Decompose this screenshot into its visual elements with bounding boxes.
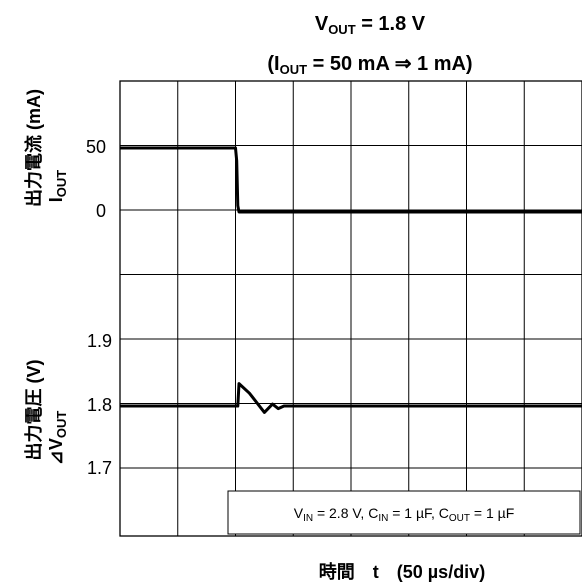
conditions-text: VIN = 2.8 V, CIN = 1 µF, COUT = 1 µF [294, 505, 515, 524]
ytick-label-50: 50 [86, 137, 106, 157]
chart-title-line1: VOUT = 1.8 V [315, 13, 426, 37]
current-trace [120, 146, 582, 214]
grid [120, 81, 582, 536]
ytick-label-1-9: 1.9 [87, 331, 112, 351]
traces [120, 146, 582, 414]
conditions-box [227, 490, 581, 535]
xlabel: 時間 t (50 µs/div) [319, 562, 485, 582]
plot-frame [119, 80, 582, 537]
svg-text:出力電流 (mA): 出力電流 (mA) [23, 89, 44, 207]
ylabel-current: 出力電流 (mA) IOUT [23, 89, 69, 207]
svg-text:⊿VOUT: ⊿VOUT [46, 411, 69, 466]
svg-text:出力電圧 (V): 出力電圧 (V) [23, 359, 44, 460]
voltage-trace [120, 382, 582, 414]
chart-title-line2: (IOUT = 50 mA ⇒ 1 mA) [267, 53, 472, 77]
ytick-label-1-8: 1.8 [87, 395, 112, 415]
svg-text:IOUT: IOUT [46, 170, 69, 203]
ytick-label-0: 0 [96, 201, 106, 221]
ylabel-voltage: 出力電圧 (V) ⊿VOUT [23, 359, 69, 465]
ytick-label-1-7: 1.7 [87, 458, 112, 478]
